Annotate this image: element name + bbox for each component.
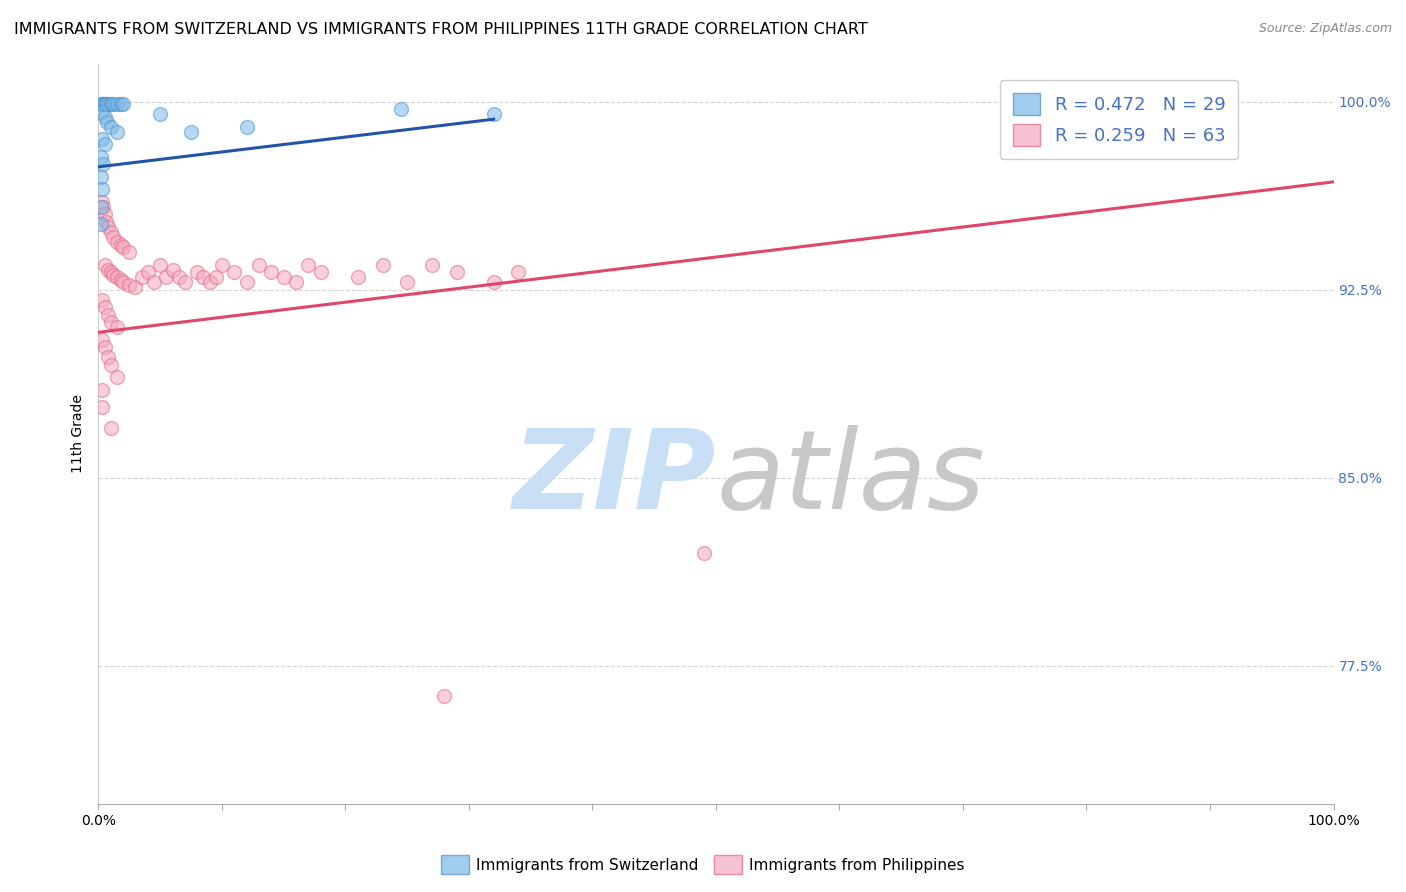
Point xyxy=(420,258,443,272)
Point xyxy=(446,265,468,279)
Point xyxy=(204,270,226,285)
Point xyxy=(105,320,128,334)
Text: IMMIGRANTS FROM SWITZERLAND VS IMMIGRANTS FROM PHILIPPINES 11TH GRADE CORRELATIO: IMMIGRANTS FROM SWITZERLAND VS IMMIGRANT… xyxy=(14,22,868,37)
Point xyxy=(97,219,120,234)
Point xyxy=(91,293,114,307)
Point xyxy=(96,114,118,128)
Point xyxy=(285,275,308,289)
Point xyxy=(297,258,319,272)
Point xyxy=(211,258,233,272)
Point xyxy=(91,182,114,196)
Point xyxy=(100,265,122,279)
Point xyxy=(93,110,115,124)
Point xyxy=(100,358,122,372)
Point xyxy=(93,207,115,221)
Point xyxy=(273,270,295,285)
Point xyxy=(90,218,112,232)
Point xyxy=(100,225,122,239)
Point xyxy=(103,268,125,282)
Point xyxy=(100,420,122,434)
Point xyxy=(110,272,132,286)
Point xyxy=(93,300,115,314)
Legend: R = 0.472   N = 29, R = 0.259   N = 63: R = 0.472 N = 29, R = 0.259 N = 63 xyxy=(1001,80,1239,159)
Point xyxy=(309,265,332,279)
Point xyxy=(389,102,412,116)
Point xyxy=(90,200,112,214)
Point xyxy=(103,230,125,244)
Point xyxy=(124,280,146,294)
Point xyxy=(136,265,159,279)
Point xyxy=(93,200,115,214)
Point xyxy=(91,401,114,415)
Point xyxy=(90,97,112,112)
Point xyxy=(149,258,172,272)
Point xyxy=(167,270,190,285)
Point xyxy=(97,262,120,277)
Point xyxy=(260,265,283,279)
Point xyxy=(346,270,368,285)
Point xyxy=(97,97,120,112)
Point xyxy=(97,308,120,322)
Point xyxy=(143,275,166,289)
Point xyxy=(198,275,221,289)
Point xyxy=(186,265,208,279)
Text: ZIP: ZIP xyxy=(512,425,716,532)
Point xyxy=(97,351,120,365)
Point xyxy=(100,97,122,112)
Point xyxy=(371,258,394,272)
Text: Source: ZipAtlas.com: Source: ZipAtlas.com xyxy=(1258,22,1392,36)
Point xyxy=(105,125,128,139)
Point xyxy=(93,340,115,354)
Point xyxy=(162,262,184,277)
Point xyxy=(110,237,132,252)
Legend: Immigrants from Switzerland, Immigrants from Philippines: Immigrants from Switzerland, Immigrants … xyxy=(436,849,970,880)
Point xyxy=(94,215,117,229)
Point xyxy=(91,97,114,112)
Point xyxy=(103,97,125,112)
Point xyxy=(396,275,419,289)
Point xyxy=(508,265,530,279)
Y-axis label: 11th Grade: 11th Grade xyxy=(72,394,86,474)
Point xyxy=(482,107,505,121)
Point xyxy=(90,150,112,164)
Point xyxy=(235,275,257,289)
Point xyxy=(93,137,115,152)
Point xyxy=(433,689,456,703)
Point xyxy=(692,546,714,560)
Point xyxy=(235,120,257,134)
Point xyxy=(247,258,270,272)
Point xyxy=(94,97,117,112)
Point xyxy=(155,270,177,285)
Point xyxy=(112,240,135,254)
Point xyxy=(100,120,122,134)
Point xyxy=(118,245,141,260)
Point xyxy=(91,132,114,146)
Point xyxy=(131,270,153,285)
Point xyxy=(112,275,135,289)
Point xyxy=(180,125,202,139)
Point xyxy=(93,258,115,272)
Point xyxy=(193,270,215,285)
Point xyxy=(118,277,141,292)
Point xyxy=(93,97,115,112)
Point xyxy=(482,275,505,289)
Point xyxy=(105,97,128,112)
Point xyxy=(105,270,128,285)
Point xyxy=(112,97,135,112)
Point xyxy=(91,383,114,397)
Point xyxy=(105,370,128,384)
Point xyxy=(110,97,132,112)
Point xyxy=(105,235,128,249)
Point xyxy=(93,157,115,171)
Point xyxy=(91,104,114,119)
Point xyxy=(90,169,112,184)
Point xyxy=(93,97,115,112)
Point xyxy=(224,265,246,279)
Point xyxy=(149,107,172,121)
Point xyxy=(91,194,114,209)
Text: atlas: atlas xyxy=(716,425,984,532)
Point xyxy=(174,275,197,289)
Point xyxy=(91,333,114,347)
Point xyxy=(100,315,122,329)
